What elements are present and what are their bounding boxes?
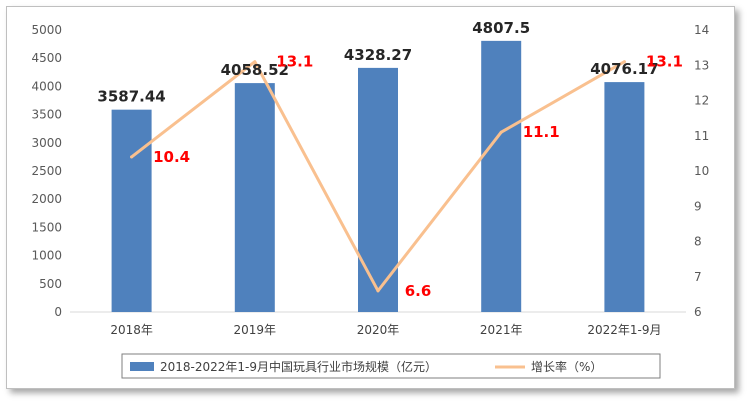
y-right-tick-label: 13 [694,58,709,72]
line-point [130,155,134,159]
y-left-tick-label: 3500 [31,108,62,122]
legend: 2018-2022年1-9月中国玩具行业市场规模（亿元） 增长率（%） [121,353,661,379]
y-left-tick-label: 4500 [31,51,62,65]
y-left-tick-label: 5000 [31,23,62,37]
y-left-tick-label: 4000 [31,79,62,93]
y-left-tick-label: 2500 [31,164,62,178]
bar [358,67,398,312]
y-right-tick-label: 10 [694,164,709,178]
y-left-tick-label: 500 [39,277,62,291]
legend-box [121,353,661,379]
bar-value-label: 4076.17 [590,60,658,78]
legend-line-label: 增长率（%） [531,359,602,374]
legend-bar-label: 2018-2022年1-9月中国玩具行业市场规模（亿元） [160,359,437,374]
line-point [499,130,503,134]
y-right-tick-label: 9 [694,199,702,213]
bar-value-label: 4328.27 [344,46,412,64]
bar-value-label: 4058.52 [221,61,289,79]
growth-value-label: 6.6 [405,282,432,300]
chart-axes: 0 500 1000 1500 2000 2500 3000 3500 4000 4500 5000… [31,23,709,337]
line-series [130,60,626,293]
y-right-tick-label: 8 [694,235,702,249]
y-right-tick-label: 7 [694,270,702,284]
growth-value-label: 13.1 [646,53,683,71]
growth-value-label: 11.1 [523,123,560,141]
bar-value-label: 3587.44 [97,88,165,106]
x-tick-label: 2018年 [110,323,153,337]
legend-bar-swatch [130,362,154,371]
bar [234,83,275,312]
x-tick-label: 2019年 [234,323,277,337]
y-left-tick-label: 1500 [31,220,62,234]
y-left-tick-label: 0 [54,305,62,319]
x-tick-label: 2022年1-9月 [587,323,661,337]
growth-value-label: 10.4 [153,148,190,166]
y-left-tick-label: 1000 [31,249,62,263]
bar [604,82,645,313]
bar [481,40,522,313]
growth-value-label: 13.1 [276,53,313,71]
line-point [622,60,626,64]
y-right-tick-label: 6 [694,305,702,319]
y-left-tick-label: 2000 [31,192,62,206]
line-point [253,60,257,64]
y-left-tick-label: 3000 [31,136,62,150]
data-labels: 3587.44 4058.52 4328.27 4807.5 4076.17 10.4 13… [97,19,682,300]
y-right-tick-label: 11 [694,129,709,143]
line-point [376,289,380,293]
bar-series [111,40,645,313]
y-right-tick-label: 14 [694,23,709,37]
bar [111,109,152,312]
bar-value-label: 4807.5 [472,19,530,37]
x-tick-label: 2021年 [480,323,523,337]
x-tick-label: 2020年 [357,323,400,337]
y-right-tick-label: 12 [694,94,709,108]
